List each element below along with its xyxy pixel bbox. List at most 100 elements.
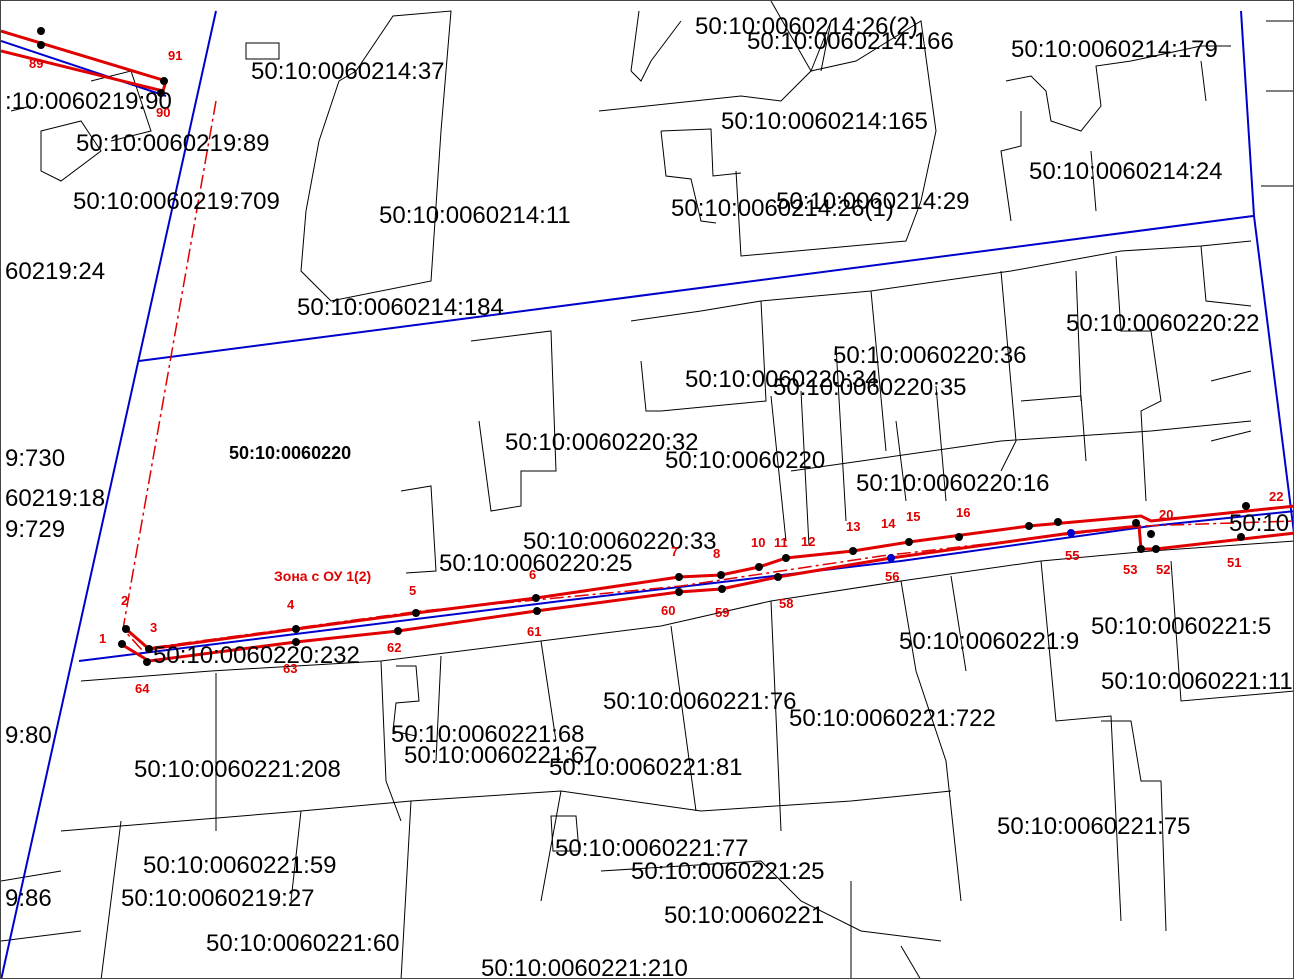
parcel-label: 50:10:0060221:77 bbox=[555, 835, 749, 862]
parcel-label: 50:10:0060214:184 bbox=[297, 294, 504, 321]
vertex-number: 89 bbox=[29, 56, 43, 71]
vertex-dot bbox=[1067, 529, 1075, 537]
vertex-number: 20 bbox=[1159, 507, 1173, 522]
vertex-dot bbox=[1054, 518, 1062, 526]
vertex-number: 56 bbox=[885, 569, 899, 584]
parcel-label: 50:10:0060214:179 bbox=[1011, 36, 1218, 63]
vertex-dot bbox=[1152, 545, 1160, 553]
parcel-label: 9:80 bbox=[5, 722, 52, 749]
parcel-outline bbox=[630, 300, 767, 412]
vertex-dot bbox=[675, 573, 683, 581]
blue-vertex-dots bbox=[887, 529, 1075, 562]
parcel-label: 50:10:0060221:25 bbox=[631, 858, 825, 885]
vertex-dot bbox=[292, 625, 300, 633]
vertex-number: 62 bbox=[387, 640, 401, 655]
vertex-dot bbox=[1147, 530, 1155, 538]
vertex-dot bbox=[37, 41, 45, 49]
vertex-number: 60 bbox=[661, 603, 675, 618]
vertex-number: 2 bbox=[121, 593, 128, 608]
vertex-dot bbox=[887, 554, 895, 562]
vertex-number: 12 bbox=[801, 534, 815, 549]
parcel-outline bbox=[215, 660, 420, 831]
parcel-label: 50:10:0060221:59 bbox=[143, 852, 337, 879]
parcel-label: 50:10:0060220:36 bbox=[833, 342, 1027, 369]
quarter-label: 50:10:0060220 bbox=[229, 443, 351, 463]
vertex-number: 51 bbox=[1227, 555, 1241, 570]
vertex-number: 3 bbox=[150, 620, 157, 635]
vertex-number: 14 bbox=[881, 516, 896, 531]
parcel-label: 50:10 bbox=[1229, 510, 1289, 537]
vertex-number: 15 bbox=[906, 509, 920, 524]
parcel-label: 50:10:0060221:81 bbox=[549, 754, 743, 781]
quarter-boundary-line bbox=[78, 510, 1293, 662]
parcel-outline bbox=[60, 790, 952, 832]
zone-line bbox=[1, 29, 168, 93]
parcel-label: :10:0060219:90 bbox=[5, 88, 172, 115]
vertex-number: 22 bbox=[1269, 489, 1283, 504]
vertex-number: 64 bbox=[135, 681, 150, 696]
parcel-label: 50:10:0060220 bbox=[665, 447, 825, 474]
parcel-label: 50:10:0060219:27 bbox=[121, 885, 315, 912]
parcel-outline bbox=[760, 240, 1252, 302]
vertex-dot bbox=[1132, 519, 1140, 527]
parcel-label: 50:10:0060221:5 bbox=[1091, 613, 1271, 640]
vertex-dot bbox=[412, 609, 420, 617]
vertex-number: 16 bbox=[956, 505, 970, 520]
vertex-number: 58 bbox=[779, 596, 793, 611]
parcel-outline bbox=[1000, 60, 1207, 222]
parcel-outline bbox=[90, 70, 152, 142]
vertex-dot bbox=[118, 640, 126, 648]
parcel-outline bbox=[100, 790, 562, 978]
parcel-label: 50:10:0060220:22 bbox=[1066, 310, 1260, 337]
zone-outline bbox=[1, 29, 1293, 663]
parcel-label: 60219:24 bbox=[5, 258, 105, 285]
parcel-label: 60219:18 bbox=[5, 485, 105, 512]
vertex-dot bbox=[292, 638, 300, 646]
vertex-dot bbox=[905, 538, 913, 546]
parcel-outline bbox=[600, 860, 942, 978]
parcel-outline bbox=[1115, 255, 1162, 502]
vertex-dot bbox=[755, 563, 763, 571]
parcel-label: 50:10:0060214:26(2) bbox=[695, 13, 918, 40]
parcel-label: 50:10:0060220:33 bbox=[523, 528, 717, 555]
vertex-number: 90 bbox=[156, 105, 170, 120]
parcel-label: 50:10:0060220:32 bbox=[505, 429, 699, 456]
parcel-outline bbox=[770, 1, 832, 73]
quarter-boundary-line bbox=[1240, 10, 1293, 534]
parcel-outline bbox=[1, 870, 82, 942]
vertex-number: 59 bbox=[715, 605, 729, 620]
parcel-label: 50:10:0060221:210 bbox=[481, 955, 688, 979]
vertex-dot bbox=[718, 585, 726, 593]
parcel-label: 50:10:0060220:34 bbox=[685, 366, 879, 393]
parcel-outline bbox=[1000, 270, 1087, 472]
parcel-label: 50:10:0060221:75 bbox=[997, 813, 1191, 840]
vertex-dot bbox=[394, 627, 402, 635]
parcel-label: 9:729 bbox=[5, 516, 65, 543]
vertex-dot bbox=[160, 77, 168, 85]
parcel-outline bbox=[1170, 560, 1293, 702]
quarter-boundary-line bbox=[1, 10, 217, 978]
parcel-label: 50:10:0060214:29 bbox=[776, 188, 970, 215]
parcel-outline bbox=[10, 105, 102, 182]
parcel-label: 50:10:0060214:37 bbox=[251, 58, 445, 85]
parcel-labels: 50:10:0060214:26(2) 50:10:0060214:166 50… bbox=[5, 13, 1293, 979]
vertex-dot bbox=[37, 27, 45, 35]
parcel-outline bbox=[1261, 20, 1293, 187]
parcel-label: 9:86 bbox=[5, 885, 52, 912]
vertex-dot bbox=[157, 89, 165, 97]
vertex-number: 91 bbox=[168, 48, 182, 63]
parcel-outline bbox=[435, 600, 782, 832]
parcel-label: 50:10:0060220:232 bbox=[153, 642, 360, 669]
quarter-boundary bbox=[1, 10, 1293, 978]
parcel-outline bbox=[80, 540, 1293, 682]
vertex-number: 52 bbox=[1156, 562, 1170, 577]
vertex-number: 6 bbox=[529, 567, 536, 582]
parcel-label: 50:10:0060221:76 bbox=[603, 688, 797, 715]
vertex-dot bbox=[717, 571, 725, 579]
parcel-label: 50:10:0060221:11 bbox=[1101, 668, 1293, 695]
vertex-dot bbox=[1242, 502, 1250, 510]
vertex-number: 53 bbox=[1123, 562, 1137, 577]
